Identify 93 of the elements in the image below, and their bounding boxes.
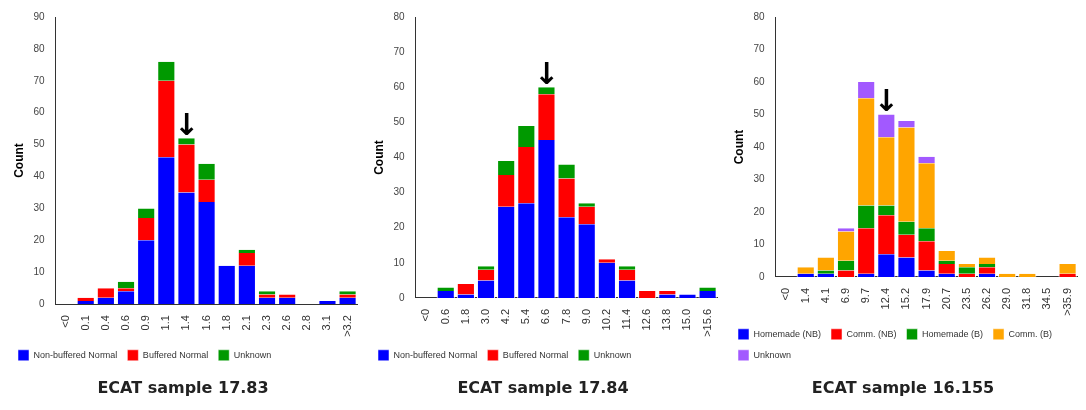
x-tick-label: 34.5 [1040, 287, 1053, 310]
x-tick-label: 1.8 [458, 308, 471, 325]
x-tick-label: 20.7 [939, 287, 952, 310]
x-tick-label: 13.8 [660, 308, 673, 331]
x-tick-label: 12.4 [879, 287, 892, 310]
x-tick-label: 0.4 [98, 315, 111, 331]
y-tick-label: 30 [33, 202, 45, 214]
x-tick-label: >3.2 [340, 315, 353, 337]
y-tick-label: 40 [753, 140, 765, 152]
y-tick-label: 60 [753, 75, 765, 87]
y-tick-label: 0 [758, 270, 765, 282]
y-tick-label: 10 [33, 265, 45, 277]
y-tick-label: 70 [393, 45, 405, 57]
y-tick-label: 30 [753, 173, 765, 185]
x-tick-label: 12.6 [640, 308, 653, 331]
x-tick-label: 29.0 [1000, 287, 1013, 310]
text: ECAT sample 16.155 [811, 377, 995, 397]
y-tick-label: 80 [393, 10, 405, 22]
x-tick-label: 9.0 [579, 308, 592, 325]
x-tick-label: <0 [58, 315, 71, 328]
y-tick-label: 40 [393, 151, 405, 163]
y-tick-label: 60 [393, 80, 405, 92]
x-tick-label: 3.1 [320, 315, 333, 331]
x-tick-label: 0.6 [438, 308, 451, 325]
x-tick-label: 1.4 [179, 315, 192, 331]
x-tick-label: 31.8 [1020, 287, 1033, 310]
y-tick-label: 20 [753, 205, 765, 217]
x-tick-label: 23.5 [959, 287, 972, 310]
y-tick-label: 30 [393, 186, 405, 198]
annotation: ↓ [173, 107, 200, 143]
x-tick-label: 15.0 [680, 308, 693, 331]
legend-label: Unknown [233, 349, 272, 360]
legend-label: Homemade (NB) [753, 328, 822, 339]
x-tick-label: <0 [418, 308, 431, 322]
x-tick-label: 1.1 [159, 315, 172, 331]
legend-label: Unknown [593, 349, 632, 360]
x-tick-label: 1.8 [219, 315, 232, 331]
legend-label: Homemade (B) [922, 328, 984, 339]
x-tick-label: 2.8 [300, 315, 313, 331]
x-tick-label: 15.2 [899, 287, 912, 310]
x-tick-label: <0 [778, 287, 791, 301]
x-tick-label: >35.9 [1060, 287, 1073, 316]
y-tick-label: 20 [393, 221, 405, 233]
annotation: ↓ [873, 83, 899, 119]
y-axis-title: Count [11, 143, 26, 178]
x-tick-label: 4.1 [818, 287, 831, 304]
y-axis-title: Count [731, 129, 746, 165]
legend-label: Buffered Normal [142, 349, 209, 360]
text: ECAT sample 17.83 [97, 377, 269, 397]
x-tick-label: 6.6 [539, 308, 552, 325]
x-tick-label: >15.6 [700, 308, 713, 337]
legend-label: Non-buffered Normal [393, 349, 478, 360]
x-tick-label: 0.6 [119, 315, 132, 331]
y-tick-label: 20 [33, 234, 45, 246]
legend-label: Non-buffered Normal [33, 349, 118, 360]
x-tick-label: 0.9 [139, 315, 152, 331]
x-tick-label: 11.4 [620, 308, 633, 330]
legend-label: Comm. (B) [1008, 328, 1053, 339]
x-tick-label: 1.4 [798, 287, 811, 304]
text: ECAT sample 17.84 [457, 377, 629, 397]
x-tick-label: 2.6 [280, 315, 293, 331]
y-tick-label: 10 [393, 256, 405, 268]
x-tick-label: 9.7 [859, 287, 872, 304]
y-tick-label: 80 [753, 10, 765, 22]
y-tick-label: 50 [33, 138, 45, 150]
x-tick-label: 1.6 [199, 315, 212, 331]
y-tick-label: 50 [753, 108, 765, 120]
x-tick-label: 4.2 [499, 308, 512, 325]
y-tick-label: 60 [33, 106, 45, 118]
legend-label: Comm. (NB) [846, 328, 897, 339]
x-tick-label: 26.2 [980, 287, 993, 310]
legend-label: Unknown [753, 349, 792, 360]
y-tick-label: 70 [753, 43, 765, 55]
y-axis-title: Count [371, 140, 386, 175]
y-tick-label: 0 [398, 291, 405, 303]
x-tick-label: 2.1 [239, 315, 252, 331]
x-tick-label: 6.9 [839, 287, 852, 304]
y-tick-label: 10 [753, 238, 765, 250]
y-tick-label: 80 [33, 42, 45, 54]
legend-label: Buffered Normal [502, 349, 569, 360]
x-tick-label: 3.0 [479, 308, 492, 325]
y-tick-label: 90 [33, 10, 45, 22]
x-tick-label: 2.3 [260, 315, 273, 331]
x-tick-label: 0.1 [78, 315, 91, 331]
y-tick-label: 0 [38, 297, 45, 309]
annotation: ↓ [533, 56, 560, 92]
x-tick-label: 17.9 [919, 287, 932, 310]
x-tick-label: 5.4 [519, 308, 532, 325]
y-tick-label: 50 [393, 116, 405, 128]
y-tick-label: 40 [33, 170, 45, 182]
x-tick-label: 10.2 [599, 308, 612, 331]
y-tick-label: 70 [33, 74, 45, 86]
x-tick-label: 7.8 [559, 308, 572, 325]
